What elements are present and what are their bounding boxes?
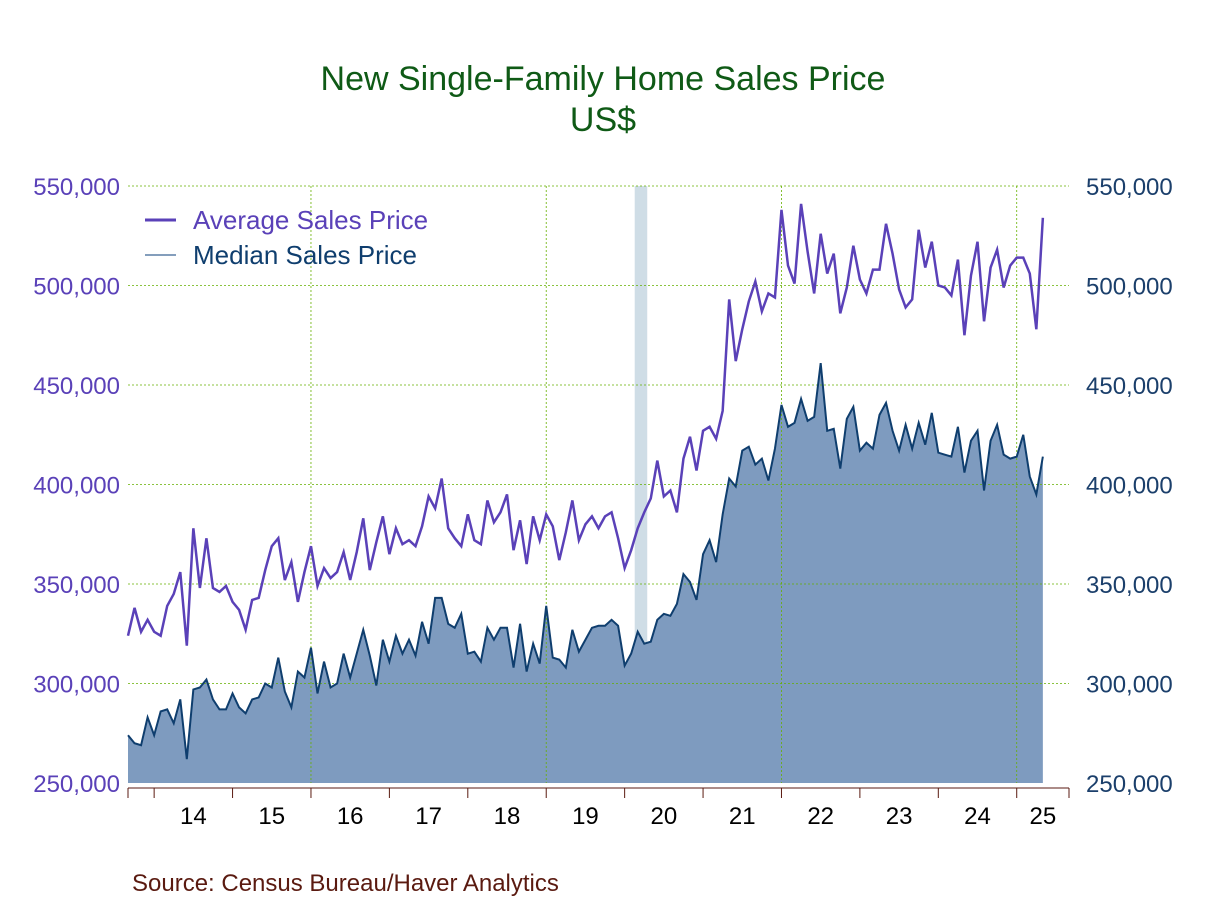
x-tick-label: 22 (807, 803, 834, 830)
y-axis-left: 250,000 300,000 350,000 400,000 450,000 500,0… (33, 174, 120, 798)
y-tick-label-right: 350,000 (1086, 572, 1173, 599)
x-tick-label: 17 (415, 803, 442, 830)
y-tick-label-right: 400,000 (1086, 473, 1173, 500)
y-tick-label-left: 400,000 (33, 473, 120, 500)
y-tick-label-right: 450,000 (1086, 373, 1173, 400)
plot-area (126, 185, 1069, 783)
y-tick-label-right: 250,000 (1086, 771, 1173, 798)
x-tick-label: 18 (494, 803, 521, 830)
x-axis: 14 15 16 17 18 19 20 21 22 23 24 25 (127, 787, 1070, 830)
x-tick-label: 16 (337, 803, 364, 830)
y-tick-label-left: 550,000 (33, 174, 120, 201)
legend-median-label: Median Sales Price (193, 240, 417, 270)
chart-subtitle: US$ (570, 101, 636, 139)
series-lines (126, 203, 1045, 760)
x-tick-label: 24 (964, 803, 991, 830)
y-tick-label-right: 300,000 (1086, 672, 1173, 699)
y-tick-label-right: 550,000 (1086, 174, 1173, 201)
median-area-fill (128, 363, 1043, 783)
median-area-layer (128, 363, 1043, 783)
y-tick-label-left: 350,000 (33, 572, 120, 599)
x-tick-label: 20 (650, 803, 677, 830)
x-tick-label: 25 (1030, 803, 1057, 830)
x-tick-label: 21 (729, 803, 756, 830)
source-note: Source: Census Bureau/Haver Analytics (132, 870, 559, 897)
y-tick-label-right: 500,000 (1086, 274, 1173, 301)
y-tick-label-left: 300,000 (33, 672, 120, 699)
y-tick-label-left: 250,000 (33, 771, 120, 798)
median-line (127, 362, 1044, 760)
average-line (126, 203, 1045, 646)
x-tick-label: 23 (886, 803, 913, 830)
legend: Average Sales Price Median Sales Price (145, 205, 428, 270)
y-tick-label-left: 450,000 (33, 373, 120, 400)
x-tick-label: 14 (180, 803, 207, 830)
x-tick-label: 19 (572, 803, 599, 830)
chart-title: New Single-Family Home Sales Price (321, 60, 886, 98)
y-tick-label-left: 500,000 (33, 274, 120, 301)
x-tick-label: 15 (258, 803, 285, 830)
grid-lines (128, 185, 1069, 783)
legend-average-label: Average Sales Price (193, 205, 428, 235)
y-axis-right: 250,000 300,000 350,000 400,000 450,000 500,0… (1086, 174, 1173, 798)
